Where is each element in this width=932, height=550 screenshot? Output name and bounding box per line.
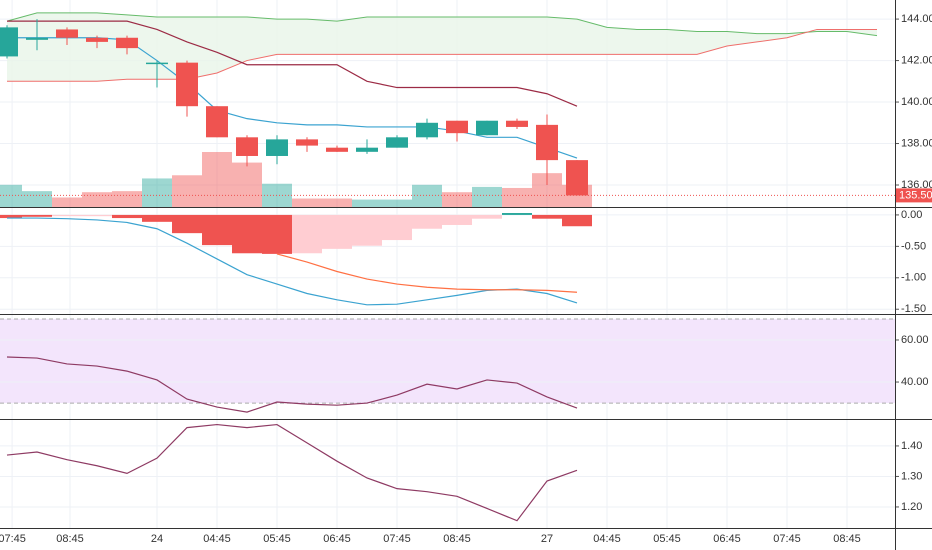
- volume-bar: [382, 199, 412, 207]
- volume-bar: [22, 191, 52, 207]
- x-tick-label: 08:45: [833, 533, 861, 545]
- candle-body: [326, 147, 348, 152]
- x-tick-label: 07:45: [773, 533, 801, 545]
- x-tick-label: 08:45: [56, 533, 84, 545]
- x-tick-label: 24: [151, 533, 163, 545]
- volume-bar: [352, 199, 382, 207]
- histogram-bar: [352, 214, 382, 246]
- histogram-bar: [562, 214, 592, 227]
- y-tick-label: 144.00: [901, 13, 932, 25]
- histogram-bar: [262, 214, 292, 254]
- y-tick-label: 138.00: [901, 137, 932, 149]
- candle-body: [416, 122, 438, 138]
- candle-body: [386, 137, 408, 148]
- candle-body: [146, 62, 168, 65]
- histogram-bar: [142, 214, 172, 222]
- candle-body: [476, 120, 498, 136]
- volume-bar: [202, 152, 232, 207]
- histogram-bar: [532, 214, 562, 219]
- indicator-line: [276, 253, 578, 293]
- candle-body: [0, 27, 18, 57]
- histogram-bar: [232, 214, 262, 254]
- candle-body: [266, 139, 288, 156]
- histogram-bar: [82, 214, 112, 217]
- candle-body: [296, 139, 318, 146]
- y-tick-label: 0.00: [901, 209, 922, 221]
- histogram-bar: [112, 214, 142, 219]
- candle-body: [86, 37, 108, 42]
- candle-body: [236, 137, 258, 156]
- volume-bar: [52, 197, 82, 207]
- candle-body: [56, 29, 78, 38]
- histogram-bar: [322, 214, 352, 249]
- y-tick-label: -0.50: [901, 240, 926, 252]
- volume-bar: [142, 178, 172, 207]
- indicator-line: [6, 423, 578, 522]
- volume-bar: [412, 184, 442, 207]
- histogram-bar: [52, 214, 82, 217]
- volume-bar: [292, 198, 322, 207]
- plot-area: [0, 0, 895, 528]
- histogram-bar: [442, 214, 472, 225]
- volume-bar: [112, 191, 142, 207]
- histogram-bar: [412, 214, 442, 229]
- candle-body: [176, 62, 198, 107]
- histogram-bar: [292, 214, 322, 254]
- x-tick-label: 06:45: [323, 533, 351, 545]
- y-tick-label: 136.00: [901, 179, 932, 191]
- y-tick-label: 40.00: [901, 376, 929, 388]
- x-tick-label: 05:45: [263, 533, 291, 545]
- volume-bar: [322, 198, 352, 207]
- histogram-bar: [22, 214, 52, 217]
- histogram-bar: [472, 214, 502, 219]
- x-tick-label: 07:45: [383, 533, 411, 545]
- x-tick-label: 04:45: [203, 533, 231, 545]
- histogram-bar: [202, 214, 232, 246]
- indicator-line: [7, 217, 578, 306]
- indicator-line: [7, 20, 578, 107]
- histogram-bar: [382, 214, 412, 241]
- y-tick-label: 60.00: [901, 334, 929, 346]
- candle-body: [116, 37, 138, 49]
- last-price-box: [895, 188, 932, 203]
- y-tick-label: -1.00: [901, 272, 926, 284]
- y-tick-label: 1.20: [901, 501, 922, 513]
- y-tick-label: 1.30: [901, 470, 922, 482]
- histogram-bar: [172, 214, 202, 234]
- last-price-label: 135.50: [899, 189, 932, 201]
- y-tick-label: 140.00: [901, 96, 932, 108]
- candle-body: [536, 124, 558, 161]
- cloud-fill: [7, 12, 877, 82]
- band-fill: [0, 318, 895, 404]
- y-tick-label: -1.50: [901, 303, 926, 315]
- volume-bar: [232, 162, 262, 207]
- candle-body: [356, 147, 378, 152]
- volume-bar: [172, 175, 202, 207]
- volume-bar: [502, 187, 532, 207]
- x-tick-label: 05:45: [653, 533, 681, 545]
- y-tick-label: 142.00: [901, 54, 932, 66]
- y-tick-label: 1.40: [901, 440, 922, 452]
- candle-body: [566, 160, 588, 196]
- candle-body: [446, 120, 468, 134]
- x-tick-label: 07:45: [0, 533, 26, 545]
- volume-bar: [0, 184, 22, 207]
- candle-body: [506, 120, 528, 127]
- cloud-line: [6, 12, 878, 37]
- volume-bar: [472, 186, 502, 207]
- x-tick-label: 27: [541, 533, 553, 545]
- volume-bar: [82, 192, 112, 207]
- x-tick-label: 04:45: [593, 533, 621, 545]
- indicator-line: [6, 356, 578, 413]
- volume-bar: [442, 192, 472, 207]
- cloud-line: [7, 28, 877, 82]
- histogram-bar: [0, 214, 22, 219]
- candle-body: [26, 37, 48, 40]
- histogram-bar: [502, 213, 532, 215]
- x-tick-label: 08:45: [443, 533, 471, 545]
- x-tick-label: 06:45: [713, 533, 741, 545]
- candle-body: [206, 106, 228, 138]
